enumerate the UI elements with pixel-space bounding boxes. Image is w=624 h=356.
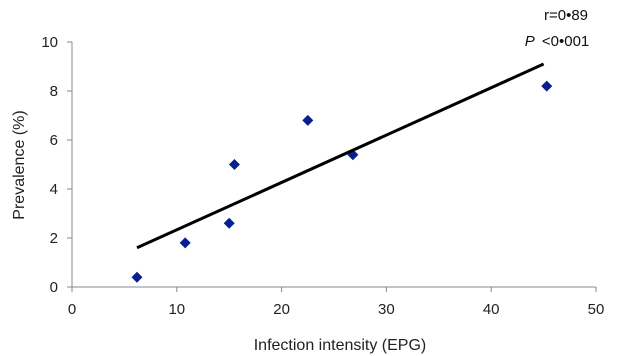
x-ticks: 0 10 20 30 40 50	[68, 287, 605, 318]
data-point	[223, 217, 235, 229]
x-tick-label: 40	[483, 301, 500, 318]
y-tick-label: 2	[50, 230, 58, 247]
r-value-annotation: r=0•89	[544, 7, 588, 24]
p-value-text: <0•001	[542, 33, 589, 50]
x-tick-label: 20	[273, 301, 290, 318]
y-axis-title: Prevalence (%)	[11, 110, 28, 219]
data-point	[179, 237, 191, 249]
x-axis-title: Infection intensity (EPG)	[254, 337, 427, 354]
x-tick-label: 0	[68, 301, 76, 318]
y-ticks: 0 2 4 6 8 10	[41, 34, 72, 296]
y-tick-label: 4	[50, 181, 58, 198]
data-point	[541, 80, 553, 92]
data-points	[131, 80, 553, 283]
data-point	[228, 159, 240, 170]
trendline	[136, 62, 545, 250]
x-tick-label: 30	[378, 301, 395, 318]
data-point	[302, 114, 314, 126]
y-tick-label: 8	[50, 83, 58, 100]
x-tick-label: 10	[168, 301, 185, 318]
p-symbol: P	[525, 33, 535, 50]
p-value-annotation: P <0•001	[525, 33, 590, 50]
axes	[71, 42, 596, 288]
data-point	[131, 271, 143, 283]
x-tick-label: 50	[588, 301, 605, 318]
y-tick-label: 10	[41, 34, 58, 51]
y-tick-label: 0	[50, 279, 58, 296]
y-tick-label: 6	[50, 132, 58, 149]
